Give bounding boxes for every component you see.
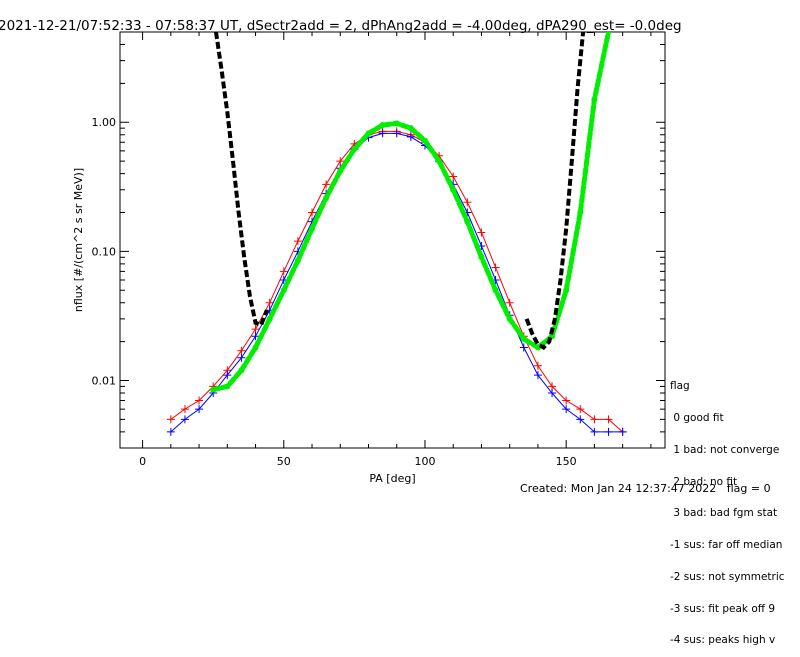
black-fit-line-right <box>524 32 586 350</box>
legend-item: -3 sus: fit peak off 9 <box>670 602 775 615</box>
green-fit-point <box>238 367 245 374</box>
legend-item: -2 sus: not symmetric <box>670 570 785 583</box>
x-axis-label: PA [deg] <box>369 472 415 485</box>
x-tick-label: 100 <box>414 455 435 468</box>
green-fit-point <box>210 386 217 393</box>
blue-data-point <box>533 371 542 380</box>
x-tick-label: 50 <box>277 455 291 468</box>
green-fit-point <box>266 315 273 322</box>
y-tick-label: 1.00 <box>92 116 117 129</box>
green-fit-point <box>478 254 485 261</box>
blue-data-point <box>519 343 528 352</box>
red-data-point <box>505 298 514 307</box>
legend-item: 2 bad: no fit <box>670 475 738 488</box>
green-fit-point <box>520 335 527 342</box>
blue-data-point <box>618 427 627 436</box>
x-tick-label: 0 <box>139 455 146 468</box>
red-data-point <box>336 157 345 166</box>
green-fit-point <box>436 158 443 165</box>
plot-frame <box>119 31 666 449</box>
legend-item: -1 sus: far off median <box>670 539 783 552</box>
red-data-point <box>308 208 317 217</box>
legend-item: 0 good fit <box>670 411 724 424</box>
green-fit-point <box>224 383 231 390</box>
y-axis-label: nflux [#/(cm^2 s sr MeV)] <box>72 168 85 312</box>
blue-data-point <box>392 129 401 138</box>
blue-data-point <box>406 132 415 141</box>
blue-data-point <box>195 405 204 414</box>
green-fit-point <box>323 194 330 201</box>
blue-data-point <box>548 389 557 397</box>
green-fit-point <box>393 120 400 127</box>
green-fit-point <box>563 287 570 294</box>
red-data-point <box>180 405 189 414</box>
red-data-point <box>322 180 331 189</box>
y-tick-label: 0.01 <box>92 374 117 387</box>
chart-title: 2021-12-21/07:52:33 - 07:58:37 UT, dSect… <box>0 18 682 34</box>
red-data-point <box>279 267 288 276</box>
green-fit-point <box>450 186 457 193</box>
red-data-point <box>237 346 246 355</box>
green-fit-point <box>337 167 344 174</box>
red-data-point <box>604 415 613 424</box>
red-data-point <box>477 228 486 237</box>
y-tick-label: 0.10 <box>92 245 117 258</box>
red-data-point <box>533 361 542 370</box>
red-data-point <box>463 198 472 207</box>
black-fit-line-left <box>214 32 269 328</box>
green-fit-point <box>407 125 414 132</box>
blue-data-point <box>237 353 246 362</box>
green-fit-point <box>492 287 499 294</box>
red-data-point <box>195 396 204 405</box>
blue-data-point <box>562 405 571 414</box>
legend-item: 3 bad: bad fgm stat <box>670 507 778 520</box>
red-data-point <box>576 405 585 414</box>
red-data-point <box>449 172 458 181</box>
red-data-point <box>251 325 260 334</box>
footer: Created: Mon Jan 24 12:37:47 2022 flag =… <box>520 482 771 495</box>
red-data-point <box>265 298 274 307</box>
blue-data-point <box>251 332 260 341</box>
legend-item: 1 bad: not converge <box>670 443 780 456</box>
legend-title: flag <box>670 380 690 393</box>
green-fit-point <box>421 137 428 144</box>
x-tick-label: 150 <box>556 455 577 468</box>
blue-data-point <box>604 427 613 436</box>
green-fit-point <box>309 225 316 232</box>
red-data-point <box>293 237 302 246</box>
green-fit-point <box>506 315 513 322</box>
green-fit-point <box>605 32 612 35</box>
green-fit-point <box>252 344 259 351</box>
green-fit-point <box>591 96 598 103</box>
legend: flag 0 good fit 1 bad: not converge 2 ba… <box>670 360 785 657</box>
red-data-point <box>562 396 571 405</box>
green-fit-point <box>379 122 386 129</box>
green-fit-point <box>365 130 372 137</box>
green-fit-point <box>351 146 358 153</box>
red-data-point <box>590 415 599 424</box>
blue-data-point <box>590 427 599 436</box>
green-fit-point <box>280 287 287 294</box>
red-data-point <box>166 415 175 424</box>
green-fit-point <box>294 257 301 264</box>
legend-item: -4 sus: peaks high v <box>670 634 776 647</box>
green-fit-point <box>464 218 471 225</box>
blue-data-point <box>576 415 585 424</box>
blue-data-point <box>166 427 175 436</box>
green-fit-point <box>577 209 584 216</box>
blue-data-point <box>378 129 387 138</box>
blue-series-line <box>170 132 623 433</box>
chart: 0 50 100 150 0.01 0.10 1.00 PA [deg] nflux [#/(c… <box>72 31 666 485</box>
blue-data-point <box>180 415 189 424</box>
red-data-point <box>491 263 500 272</box>
blue-data-point <box>223 371 232 380</box>
